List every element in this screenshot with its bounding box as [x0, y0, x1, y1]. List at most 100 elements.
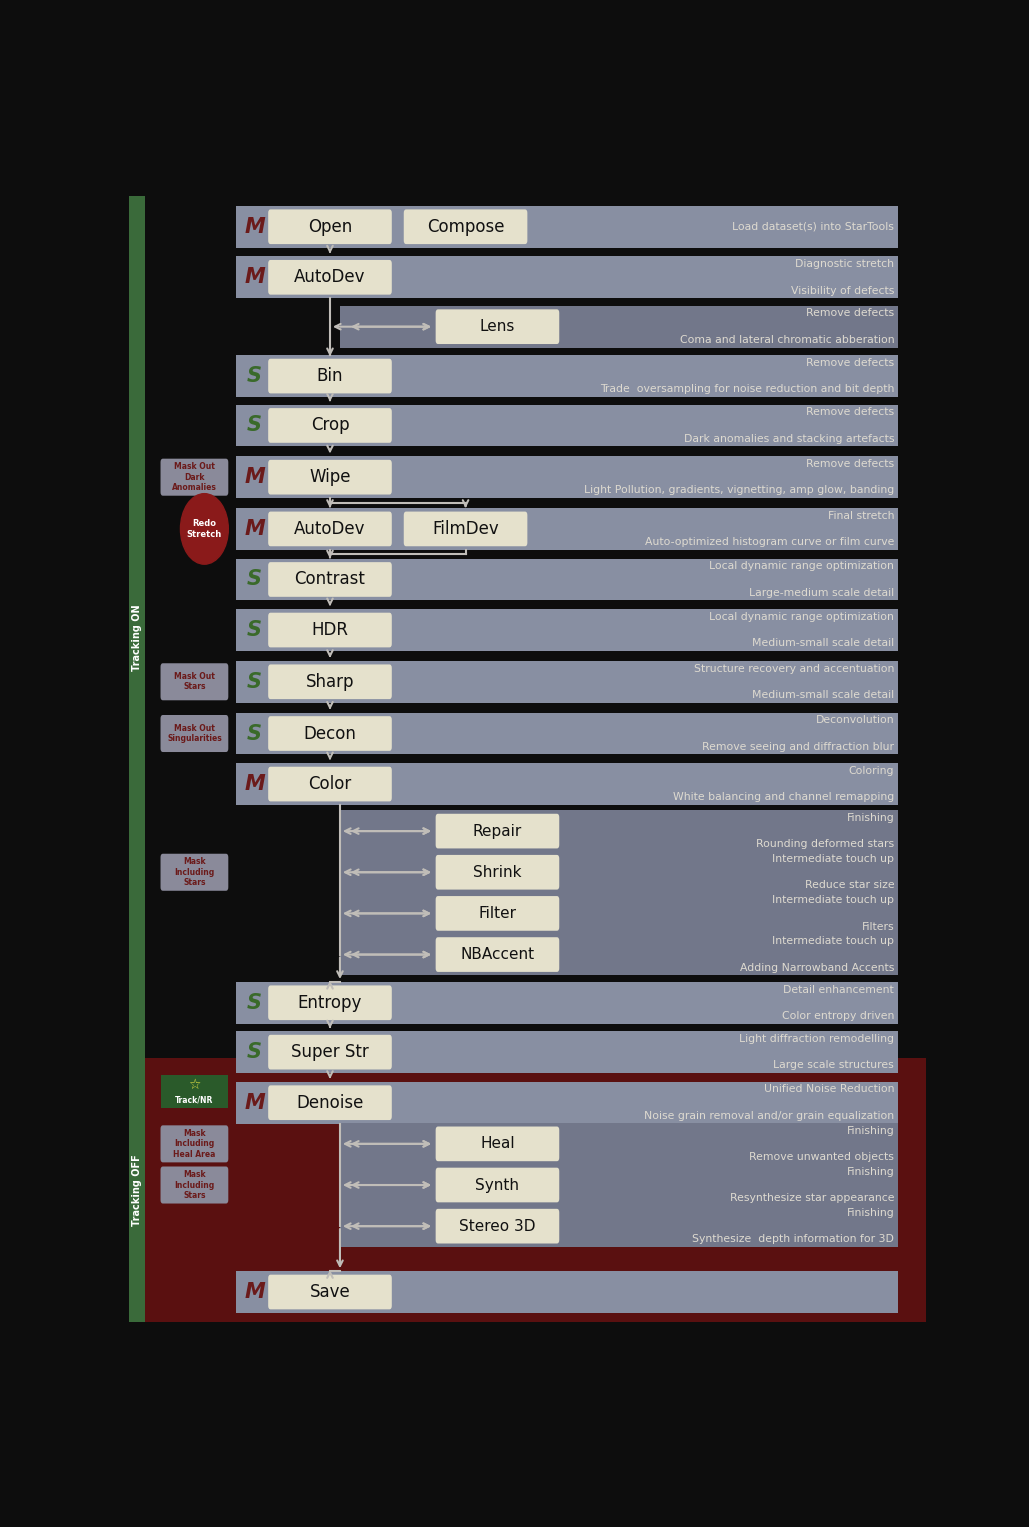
Bar [237, 405, 898, 446]
FancyBboxPatch shape [403, 209, 527, 244]
Text: Deconvolution: Deconvolution [816, 715, 894, 725]
Text: AutoDev: AutoDev [294, 269, 365, 286]
Text: Mask Out
Stars: Mask Out Stars [174, 672, 215, 692]
FancyBboxPatch shape [269, 209, 392, 244]
FancyBboxPatch shape [269, 460, 392, 495]
Text: S: S [247, 1041, 262, 1063]
FancyBboxPatch shape [269, 408, 392, 443]
Text: Rounding deformed stars: Rounding deformed stars [756, 840, 894, 849]
Bar [237, 257, 898, 298]
Text: Resynthesize star appearance: Resynthesize star appearance [730, 1193, 894, 1203]
Bar [161, 1075, 228, 1109]
Text: Remove defects: Remove defects [806, 308, 894, 319]
Text: Save: Save [310, 1283, 350, 1301]
Text: Intermediate touch up: Intermediate touch up [772, 936, 894, 947]
Text: HDR: HDR [312, 621, 349, 638]
Text: Finishing: Finishing [847, 1125, 894, 1136]
Bar [340, 1205, 898, 1248]
Text: Wipe: Wipe [310, 469, 351, 486]
Bar [340, 811, 898, 852]
Bar [237, 764, 898, 805]
Text: Structure recovery and accentuation: Structure recovery and accentuation [694, 664, 894, 673]
Text: Mask
Including
Stars: Mask Including Stars [174, 857, 214, 887]
Text: Mask
Including
Stars: Mask Including Stars [174, 1170, 214, 1200]
Text: Intermediate touch up: Intermediate touch up [772, 854, 894, 864]
Bar [237, 982, 898, 1023]
Text: White balancing and channel remapping: White balancing and channel remapping [673, 793, 894, 802]
FancyBboxPatch shape [161, 854, 228, 890]
Text: Synthesize  depth information for 3D: Synthesize depth information for 3D [693, 1234, 894, 1245]
FancyBboxPatch shape [403, 512, 527, 547]
FancyBboxPatch shape [435, 814, 560, 849]
Text: Filter: Filter [478, 906, 517, 921]
Text: Large-medium scale detail: Large-medium scale detail [749, 588, 894, 597]
FancyBboxPatch shape [269, 512, 392, 547]
Text: M: M [244, 217, 265, 237]
Text: S: S [247, 672, 262, 692]
Text: Dark anomalies and stacking artefacts: Dark anomalies and stacking artefacts [683, 434, 894, 444]
Text: FilmDev: FilmDev [432, 519, 499, 538]
Text: Light diffraction remodelling: Light diffraction remodelling [739, 1034, 894, 1044]
FancyBboxPatch shape [269, 1275, 392, 1309]
Text: S: S [247, 415, 262, 435]
Text: Bin: Bin [317, 366, 344, 385]
Text: Color: Color [309, 776, 352, 793]
FancyBboxPatch shape [269, 664, 392, 699]
Text: Diagnostic stretch: Diagnostic stretch [795, 260, 894, 269]
FancyBboxPatch shape [161, 715, 228, 751]
Text: Remove defects: Remove defects [806, 408, 894, 417]
Text: S: S [247, 620, 262, 640]
FancyBboxPatch shape [269, 716, 392, 751]
Text: Mask Out
Dark
Anomalies: Mask Out Dark Anomalies [172, 463, 217, 492]
Text: M: M [244, 519, 265, 539]
FancyBboxPatch shape [269, 1086, 392, 1119]
Bar [129, 197, 144, 1080]
Text: Visibility of defects: Visibility of defects [791, 286, 894, 296]
Text: Finishing: Finishing [847, 1208, 894, 1219]
Text: Denoise: Denoise [296, 1093, 363, 1112]
Text: Trade  oversampling for noise reduction and bit depth: Trade oversampling for noise reduction a… [600, 385, 894, 394]
Text: Reduce star size: Reduce star size [805, 881, 894, 890]
Text: Mask Out
Singularities: Mask Out Singularities [167, 724, 222, 744]
FancyBboxPatch shape [435, 1209, 560, 1243]
Text: Heal: Heal [481, 1136, 514, 1151]
FancyBboxPatch shape [269, 1035, 392, 1069]
Text: S: S [247, 724, 262, 744]
Text: M: M [244, 1283, 265, 1303]
Bar [237, 661, 898, 702]
Text: Super Str: Super Str [291, 1043, 368, 1061]
Text: Contrast: Contrast [294, 571, 365, 588]
Bar [237, 559, 898, 600]
Text: Auto-optimized histogram curve or film curve: Auto-optimized histogram curve or film c… [645, 538, 894, 547]
Text: Redo
Stretch: Redo Stretch [186, 519, 222, 539]
Text: Remove defects: Remove defects [806, 460, 894, 469]
Text: M: M [244, 1093, 265, 1113]
Text: Finishing: Finishing [847, 1167, 894, 1177]
Text: Medium-small scale detail: Medium-small scale detail [752, 638, 894, 649]
Text: Remove seeing and diffraction blur: Remove seeing and diffraction blur [702, 742, 894, 751]
Text: Local dynamic range optimization: Local dynamic range optimization [709, 612, 894, 621]
Bar [237, 1081, 898, 1124]
Text: Coloring: Coloring [849, 767, 894, 776]
Text: Crop: Crop [311, 417, 349, 435]
Text: Medium-small scale detail: Medium-small scale detail [752, 690, 894, 699]
Text: Lens: Lens [480, 319, 516, 334]
Bar [340, 305, 898, 348]
Text: Tracking OFF: Tracking OFF [132, 1154, 142, 1226]
Text: Open: Open [308, 218, 352, 235]
Text: Unified Noise Reduction: Unified Noise Reduction [764, 1084, 894, 1095]
Bar [237, 1031, 898, 1073]
FancyBboxPatch shape [435, 855, 560, 890]
Bar [237, 508, 898, 550]
Text: Load dataset(s) into StarTools: Load dataset(s) into StarTools [733, 221, 894, 232]
Text: Adding Narrowband Accents: Adding Narrowband Accents [740, 964, 894, 973]
Text: Sharp: Sharp [306, 673, 354, 690]
Bar [340, 852, 898, 893]
FancyBboxPatch shape [435, 1168, 560, 1202]
Bar [340, 893, 898, 935]
Text: Stereo 3D: Stereo 3D [459, 1219, 536, 1234]
FancyBboxPatch shape [269, 612, 392, 647]
Text: M: M [244, 267, 265, 287]
FancyBboxPatch shape [269, 985, 392, 1020]
Text: ☆: ☆ [188, 1078, 201, 1092]
